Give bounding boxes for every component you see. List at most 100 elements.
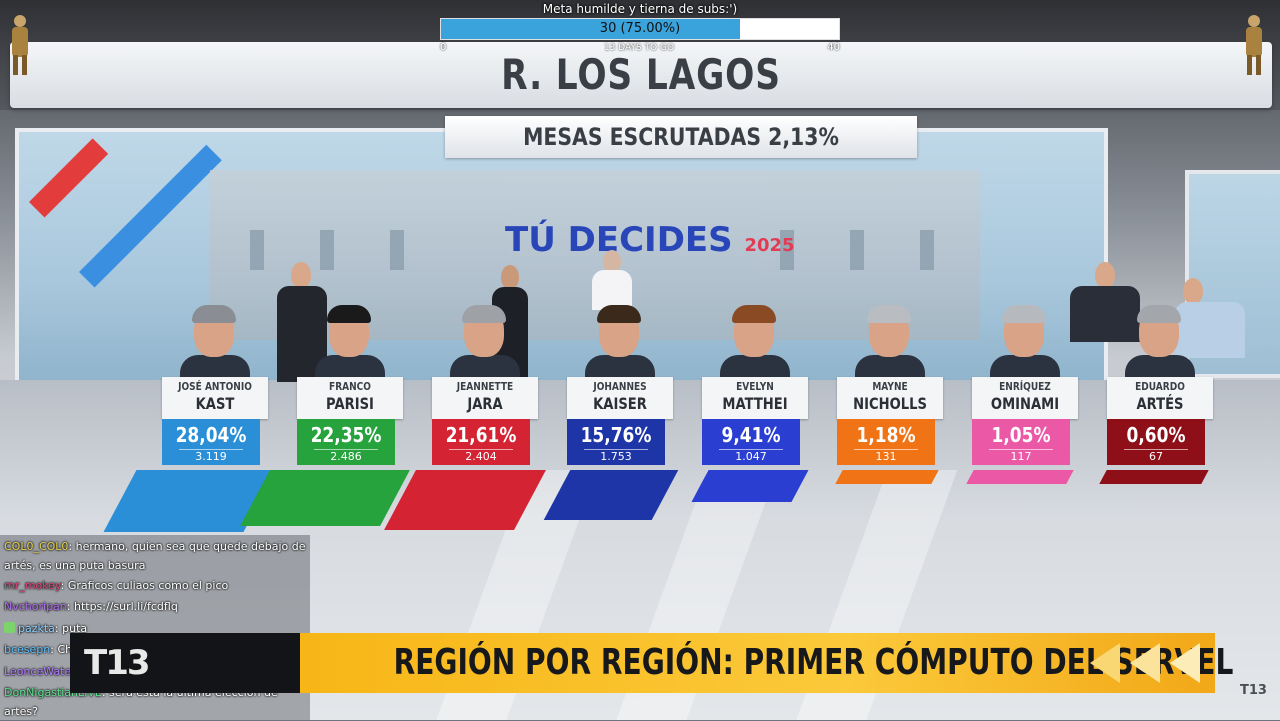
candidate-card: JOHANNES KAISER 15,76% 1.753 [567, 305, 673, 485]
candidate-card: FRANCO PARISI 22,35% 2.486 [297, 305, 403, 485]
presenter-head [603, 250, 621, 272]
palace-window [390, 230, 404, 270]
panelist-head [1095, 262, 1115, 288]
candidate-first-name: ENRÍQUEZ [999, 380, 1051, 393]
lower-third-ticker: REGIÓN POR REGIÓN: PRIMER CÓMPUTO DEL SE… [300, 633, 1234, 693]
candidate-first-name: JEANNETTE [456, 380, 514, 393]
palace-window [320, 230, 334, 270]
dancer-body [12, 27, 28, 57]
candidate-name-plate: JEANNETTE JARA [432, 377, 538, 419]
candidate-percentage: 22,35% [310, 423, 382, 447]
candidate-first-name: MAYNE [872, 380, 908, 393]
candidate-votes: 1.753 [584, 449, 648, 464]
candidate-last-name: MATTHEI [722, 394, 788, 413]
presenter-head [501, 265, 519, 289]
counted-tables-banner: MESAS ESCRUTADAS 2,13% [445, 116, 917, 158]
counted-tables-label: MESAS ESCRUTADAS 2,13% [523, 123, 839, 151]
floor-bar-shape [384, 470, 546, 530]
candidate-name-plate: JOSÉ ANTONIO KAST [162, 377, 268, 419]
dancer-leg [1256, 55, 1261, 75]
candidate-percentage: 21,61% [445, 423, 517, 447]
chat-text: : https://surl.li/fcdflq [66, 600, 178, 613]
chat-username: pazkta [18, 622, 55, 635]
candidate-suit [315, 355, 385, 380]
chat-message: pazkta: puta [4, 619, 306, 638]
candidate-last-name: JARA [467, 394, 503, 413]
candidate-last-name: NICHOLLS [853, 394, 927, 413]
candidate-first-name: FRANCO [329, 380, 371, 393]
candidate-photo [450, 305, 520, 380]
candidate-name-plate: JOHANNES KAISER [567, 377, 673, 419]
candidate-floor-bar [240, 470, 410, 526]
panelist-figure [1175, 278, 1245, 358]
candidate-votes: 2.404 [449, 449, 513, 464]
candidate-hair [192, 305, 236, 323]
panelist-figure [1070, 262, 1140, 342]
chevron-left-icon [1090, 643, 1120, 683]
presenter-suit [592, 270, 632, 310]
candidate-last-name: ARTÉS [1136, 394, 1184, 413]
candidate-hair [327, 305, 371, 323]
dancer-leg [1247, 55, 1252, 75]
ticker-text: REGIÓN POR REGIÓN: PRIMER CÓMPUTO DEL SE… [393, 642, 1234, 683]
chat-text: : Graficos culiaos como el pico [60, 579, 229, 592]
palace-window [850, 230, 864, 270]
palace-window [780, 230, 794, 270]
candidate-card: JEANNETTE JARA 21,61% 2.404 [432, 305, 538, 485]
sub-goal-fill [441, 19, 740, 39]
channel-logo: T13 [84, 643, 151, 683]
presenter-head [291, 262, 311, 288]
candidate-suit [585, 355, 655, 380]
candidate-hair [462, 305, 506, 323]
candidate-percentage: 0,60% [1126, 423, 1186, 447]
candidate-hair [732, 305, 776, 323]
floor-bar-shape [1099, 470, 1209, 484]
chat-username: Nvchoripan [4, 600, 67, 613]
candidate-photo [1125, 305, 1195, 380]
candidate-floor-bar [103, 470, 277, 532]
candidate-suit [990, 355, 1060, 380]
candidate-card: ENRÍQUEZ OMINAMI 1,05% 117 [972, 305, 1078, 485]
dancer-leg [13, 55, 18, 75]
candidate-floor-bar [691, 470, 809, 502]
wall-stripe-blue [79, 144, 222, 288]
candidate-hair [597, 305, 641, 323]
sub-goal-min: 0 [440, 42, 447, 53]
sub-goal-bar: 30 (75.00%) [440, 18, 840, 40]
dancing-figure-left [6, 15, 34, 77]
candidate-name-plate: FRANCO PARISI [297, 377, 403, 419]
candidate-votes: 117 [989, 449, 1053, 464]
sub-goal-days-left: 13 DAYS TO GO [603, 43, 675, 53]
chat-message: COL0_COL0: hermano, quien sea que quede … [4, 537, 306, 575]
candidate-suit [180, 355, 250, 380]
candidate-floor-bar [835, 470, 939, 484]
chat-username: bcesepn [4, 643, 51, 656]
candidate-result-box: 9,41% 1.047 [702, 419, 800, 465]
presenter-figure [592, 250, 632, 310]
region-title-banner: R. LOS LAGOS [10, 42, 1272, 108]
candidate-hair [867, 305, 911, 323]
candidate-result-box: 21,61% 2.404 [432, 419, 530, 465]
candidate-suit [720, 355, 790, 380]
floor-bar-shape [835, 470, 939, 484]
candidate-floor-bar [543, 470, 679, 520]
candidate-first-name: JOHANNES [593, 380, 647, 393]
candidate-suit [855, 355, 925, 380]
chat-text: : hermano, quien sea que quede debajo de… [4, 540, 306, 572]
wall-logo: TÚ DECIDES 2025 [505, 220, 795, 266]
candidate-floor-bar [384, 470, 546, 530]
candidate-percentage: 28,04% [175, 423, 247, 447]
panelist-suit [1070, 286, 1140, 342]
candidate-votes: 2.486 [314, 449, 378, 464]
candidate-name-plate: EVELYN MATTHEI [702, 377, 808, 419]
candidate-result-box: 28,04% 3.119 [162, 419, 260, 465]
chat-username: mr_mokey [4, 579, 61, 592]
candidate-last-name: PARISI [326, 394, 374, 413]
corner-logo: T13 [1240, 683, 1267, 698]
dancing-figure-right [1240, 15, 1268, 77]
chat-message: mr_mokey: Graficos culiaos como el pico [4, 576, 306, 595]
candidate-floor-bar [966, 470, 1074, 484]
candidate-percentage: 15,76% [580, 423, 652, 447]
sub-goal-title: Meta humilde y tierna de subs:') [542, 2, 738, 16]
chat-message: Nvchoripan: https://surl.li/fcdflq [4, 597, 306, 616]
